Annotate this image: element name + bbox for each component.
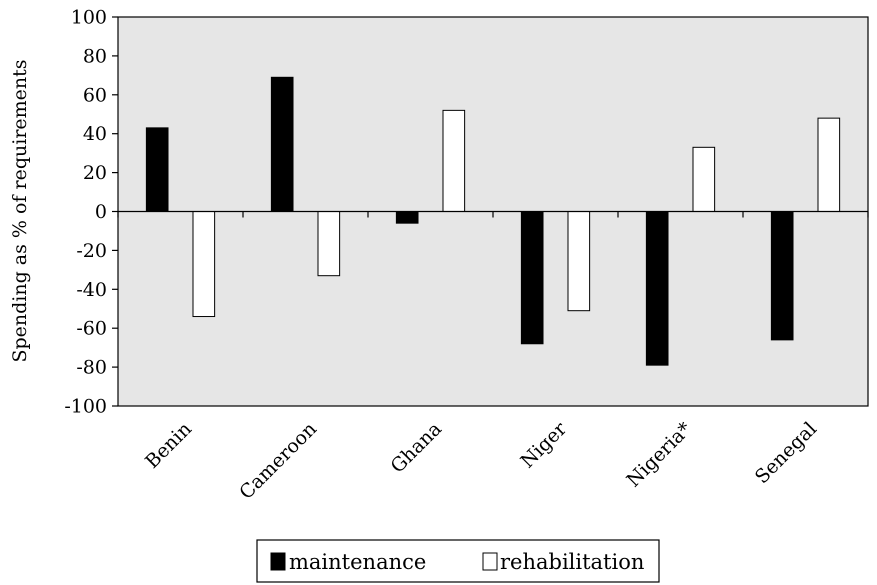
- y-axis: 100 80 60 40 20 0 -20 -40 -60 -80 -100: [64, 7, 118, 418]
- y-tick-label: -40: [76, 279, 107, 301]
- legend-swatch-rehabilitation: [482, 552, 498, 571]
- category-label: Niger: [516, 417, 571, 472]
- y-tick-label: 100: [71, 7, 107, 29]
- category-label: Nigeria*: [622, 418, 696, 492]
- bar-rehabilitation-cameroon: [317, 211, 341, 277]
- y-tick-label: -80: [76, 357, 107, 379]
- legend-box: [256, 539, 660, 583]
- bar-maintenance-nigeria: [645, 211, 669, 366]
- y-tick-label: 80: [83, 45, 107, 67]
- category-label: Benin: [141, 418, 196, 473]
- y-tick-label: -20: [76, 240, 107, 262]
- y-tick-label: 40: [83, 123, 107, 145]
- y-tick-label: 20: [83, 162, 107, 184]
- legend-swatch-maintenance: [270, 552, 286, 571]
- category-label: Cameroon: [235, 418, 321, 504]
- legend: maintenance rehabilitation: [256, 539, 660, 583]
- legend-label-rehabilitation: rehabilitation: [500, 550, 644, 574]
- legend-label-maintenance: maintenance: [289, 550, 426, 574]
- y-tick-label: 60: [83, 84, 107, 106]
- y-axis-label: Spending as % of requirements: [9, 59, 31, 362]
- bar-maintenance-senegal: [770, 211, 794, 341]
- y-tick-label: -100: [64, 396, 107, 418]
- category-label: Senegal: [751, 418, 821, 488]
- y-tick-label: 0: [95, 201, 107, 223]
- bar-maintenance-cameroon: [270, 76, 294, 212]
- bar-maintenance-niger: [520, 211, 544, 345]
- bar-rehabilitation-ghana: [442, 109, 466, 212]
- bars-layer: [145, 76, 841, 366]
- bar-rehabilitation-benin: [192, 211, 216, 318]
- bar-rehabilitation-niger: [567, 211, 591, 312]
- bar-rehabilitation-senegal: [817, 117, 841, 212]
- bar-rehabilitation-nigeria: [692, 146, 716, 212]
- bar-maintenance-benin: [145, 127, 169, 212]
- bar-maintenance-ghana: [395, 211, 419, 224]
- y-tick-label: -60: [76, 318, 107, 340]
- category-label: Ghana: [386, 418, 446, 478]
